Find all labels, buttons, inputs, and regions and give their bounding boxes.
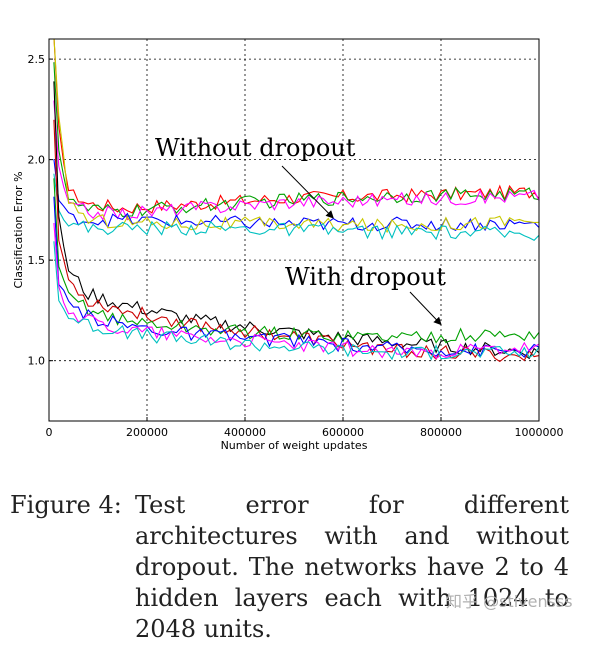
chart: 0 200000 400000 600000 800000 1000000 1.0 1.5 2.… [12, 38, 564, 452]
x-tick-label: 1000000 [515, 426, 564, 439]
series-line [53, 81, 539, 360]
annotation-arrow [281, 165, 334, 219]
grid-lines [48, 39, 540, 421]
watermark: 知乎 @stivensss [446, 592, 573, 611]
annotation-label: With dropout [285, 263, 446, 291]
series-line [53, 62, 539, 217]
annotation-label: Without dropout [155, 134, 356, 162]
x-axis-label: Number of weight updates [221, 439, 368, 452]
x-tick-label: 800000 [420, 426, 462, 439]
series-layer [53, 39, 539, 363]
y-tick-label: 1.5 [28, 254, 46, 267]
y-axis-label: Classification Error % [12, 171, 25, 288]
series-line [53, 196, 539, 358]
x-tick-label: 400000 [224, 426, 266, 439]
series-line [53, 241, 539, 361]
x-tick-label: 0 [46, 426, 53, 439]
plot-frame [48, 38, 540, 422]
x-tick-label: 200000 [126, 426, 168, 439]
caption-label: Figure 4: [10, 491, 122, 519]
series-line [53, 173, 539, 241]
annotation-arrow [409, 291, 442, 326]
y-tick-label: 2.5 [28, 53, 46, 66]
x-tick-label: 600000 [322, 426, 364, 439]
caption-text: Test error for different architectures w… [135, 491, 569, 643]
series-line [53, 100, 539, 221]
series-line [53, 222, 539, 360]
annotations: Without dropout With dropout [155, 134, 446, 326]
series-line [53, 39, 539, 214]
series-line [53, 178, 539, 344]
axis-ticks: 0 200000 400000 600000 800000 1000000 1.0 1.5 2.… [28, 53, 564, 439]
y-tick-label: 1.0 [28, 355, 46, 368]
series-line [53, 159, 539, 232]
y-tick-label: 2.0 [28, 154, 46, 167]
